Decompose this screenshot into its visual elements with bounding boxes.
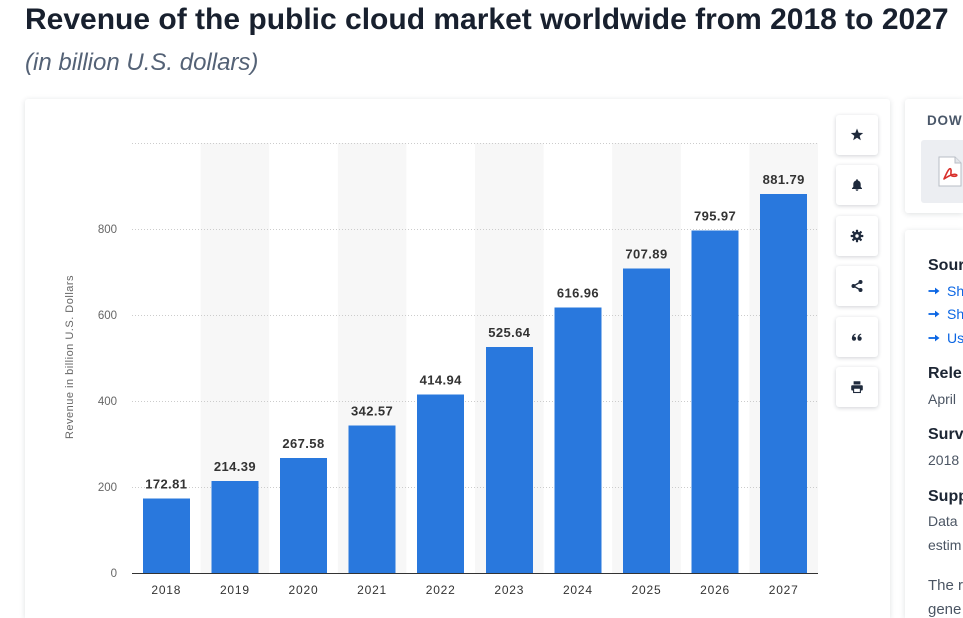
data-label-2019: 214.39 bbox=[214, 459, 256, 474]
source-link-label[interactable]: Us bbox=[947, 330, 963, 346]
release-value: April bbox=[928, 391, 957, 407]
favorite-button[interactable] bbox=[836, 115, 878, 155]
y-axis-label: Revenue in billion U.S. Dollars bbox=[64, 275, 76, 439]
bar-2020[interactable] bbox=[280, 457, 327, 573]
y-tick-label: 600 bbox=[98, 310, 117, 322]
x-tick-label-2019: 2019 bbox=[220, 583, 250, 597]
bar-2025[interactable] bbox=[623, 268, 670, 573]
source-link[interactable]: Us bbox=[928, 328, 963, 348]
data-label-2018: 172.81 bbox=[145, 477, 187, 492]
gear-icon bbox=[850, 229, 864, 243]
settings-button[interactable] bbox=[836, 216, 878, 256]
pdf-download-button[interactable] bbox=[921, 140, 963, 203]
print-icon bbox=[851, 381, 863, 394]
x-tick-label-2023: 2023 bbox=[494, 583, 524, 597]
data-label-2022: 414.94 bbox=[420, 373, 463, 388]
data-label-2020: 267.58 bbox=[282, 436, 324, 451]
description-text: gene bbox=[928, 602, 962, 618]
data-label-2025: 707.89 bbox=[625, 247, 667, 262]
x-tick-label-2025: 2025 bbox=[632, 583, 662, 597]
y-tick-label: 800 bbox=[98, 224, 117, 236]
share-icon bbox=[851, 280, 863, 292]
share-button[interactable] bbox=[836, 266, 878, 306]
source-link-label[interactable]: Sh bbox=[947, 283, 963, 299]
source-heading: Sour bbox=[928, 257, 963, 274]
x-tick-label-2020: 2020 bbox=[289, 583, 319, 597]
x-tick-label-2018: 2018 bbox=[151, 583, 181, 597]
quote-icon bbox=[851, 333, 862, 341]
arrow-right-icon bbox=[928, 287, 940, 295]
bar-2026[interactable] bbox=[691, 230, 739, 573]
arrow-right-icon bbox=[928, 334, 940, 342]
data-label-2024: 616.96 bbox=[557, 286, 599, 301]
bell-icon bbox=[852, 179, 862, 191]
x-axis: 2018 2019 2020 2021 2022 2023 2024 2025 2026 2027 bbox=[132, 573, 818, 597]
data-label-2021: 342.57 bbox=[351, 404, 393, 419]
download-heading: DOW bbox=[927, 113, 963, 128]
bar-2019[interactable] bbox=[211, 480, 259, 573]
bar-2021[interactable] bbox=[348, 425, 396, 573]
bar-2023[interactable] bbox=[485, 346, 533, 573]
bars bbox=[142, 193, 808, 573]
x-tick-label-2024: 2024 bbox=[563, 583, 593, 597]
y-tick-label: 200 bbox=[98, 482, 117, 494]
statistic-info-panel: Sour Sh Sh Us Rele April Surv 2018 Supp … bbox=[905, 230, 963, 618]
data-labels: 172.81 214.39 267.58 342.57 414.94 525.64 616.… bbox=[145, 172, 805, 492]
y-axis-ticks: 0 200 400 600 800 bbox=[98, 224, 117, 580]
y-tick-label: 0 bbox=[111, 568, 117, 580]
data-label-2023: 525.64 bbox=[488, 325, 531, 340]
x-tick-label-2021: 2021 bbox=[357, 583, 387, 597]
page-title: Revenue of the public cloud market world… bbox=[25, 3, 949, 36]
bar-2018[interactable] bbox=[142, 498, 190, 573]
source-link-label[interactable]: Sh bbox=[947, 306, 963, 322]
page-subtitle: (in billion U.S. dollars) bbox=[25, 49, 259, 76]
data-label-2026: 795.97 bbox=[694, 209, 736, 224]
supplementary-heading: Supp bbox=[928, 488, 963, 505]
bar-2022[interactable] bbox=[417, 394, 465, 573]
bar-2024[interactable] bbox=[554, 307, 602, 573]
data-label-2027: 881.79 bbox=[763, 172, 805, 187]
x-tick-label-2026: 2026 bbox=[700, 583, 730, 597]
survey-heading: Surv bbox=[928, 426, 963, 443]
source-link[interactable]: Sh bbox=[928, 281, 963, 301]
print-button[interactable] bbox=[836, 367, 878, 407]
cite-button[interactable] bbox=[836, 317, 878, 357]
release-heading: Rele bbox=[928, 365, 962, 382]
supplementary-text: estim bbox=[928, 537, 962, 553]
x-tick-label-2022: 2022 bbox=[426, 583, 456, 597]
source-link[interactable]: Sh bbox=[928, 304, 963, 324]
supplementary-text: Data bbox=[928, 513, 958, 529]
bar-2027[interactable] bbox=[760, 193, 808, 573]
x-tick-label-2027: 2027 bbox=[769, 583, 799, 597]
pdf-file-icon bbox=[938, 156, 962, 187]
description-text: The r bbox=[928, 577, 963, 594]
arrow-right-icon bbox=[928, 310, 940, 318]
y-tick-label: 400 bbox=[98, 396, 117, 408]
notification-button[interactable] bbox=[836, 165, 878, 205]
chart-card: Revenue in billion U.S. Dollars 2018 2019… bbox=[25, 99, 890, 618]
download-panel: DOW bbox=[905, 99, 963, 213]
survey-value: 2018 bbox=[928, 452, 960, 468]
star-icon bbox=[850, 128, 864, 141]
bar-chart: Revenue in billion U.S. Dollars 2018 2019… bbox=[64, 143, 818, 597]
